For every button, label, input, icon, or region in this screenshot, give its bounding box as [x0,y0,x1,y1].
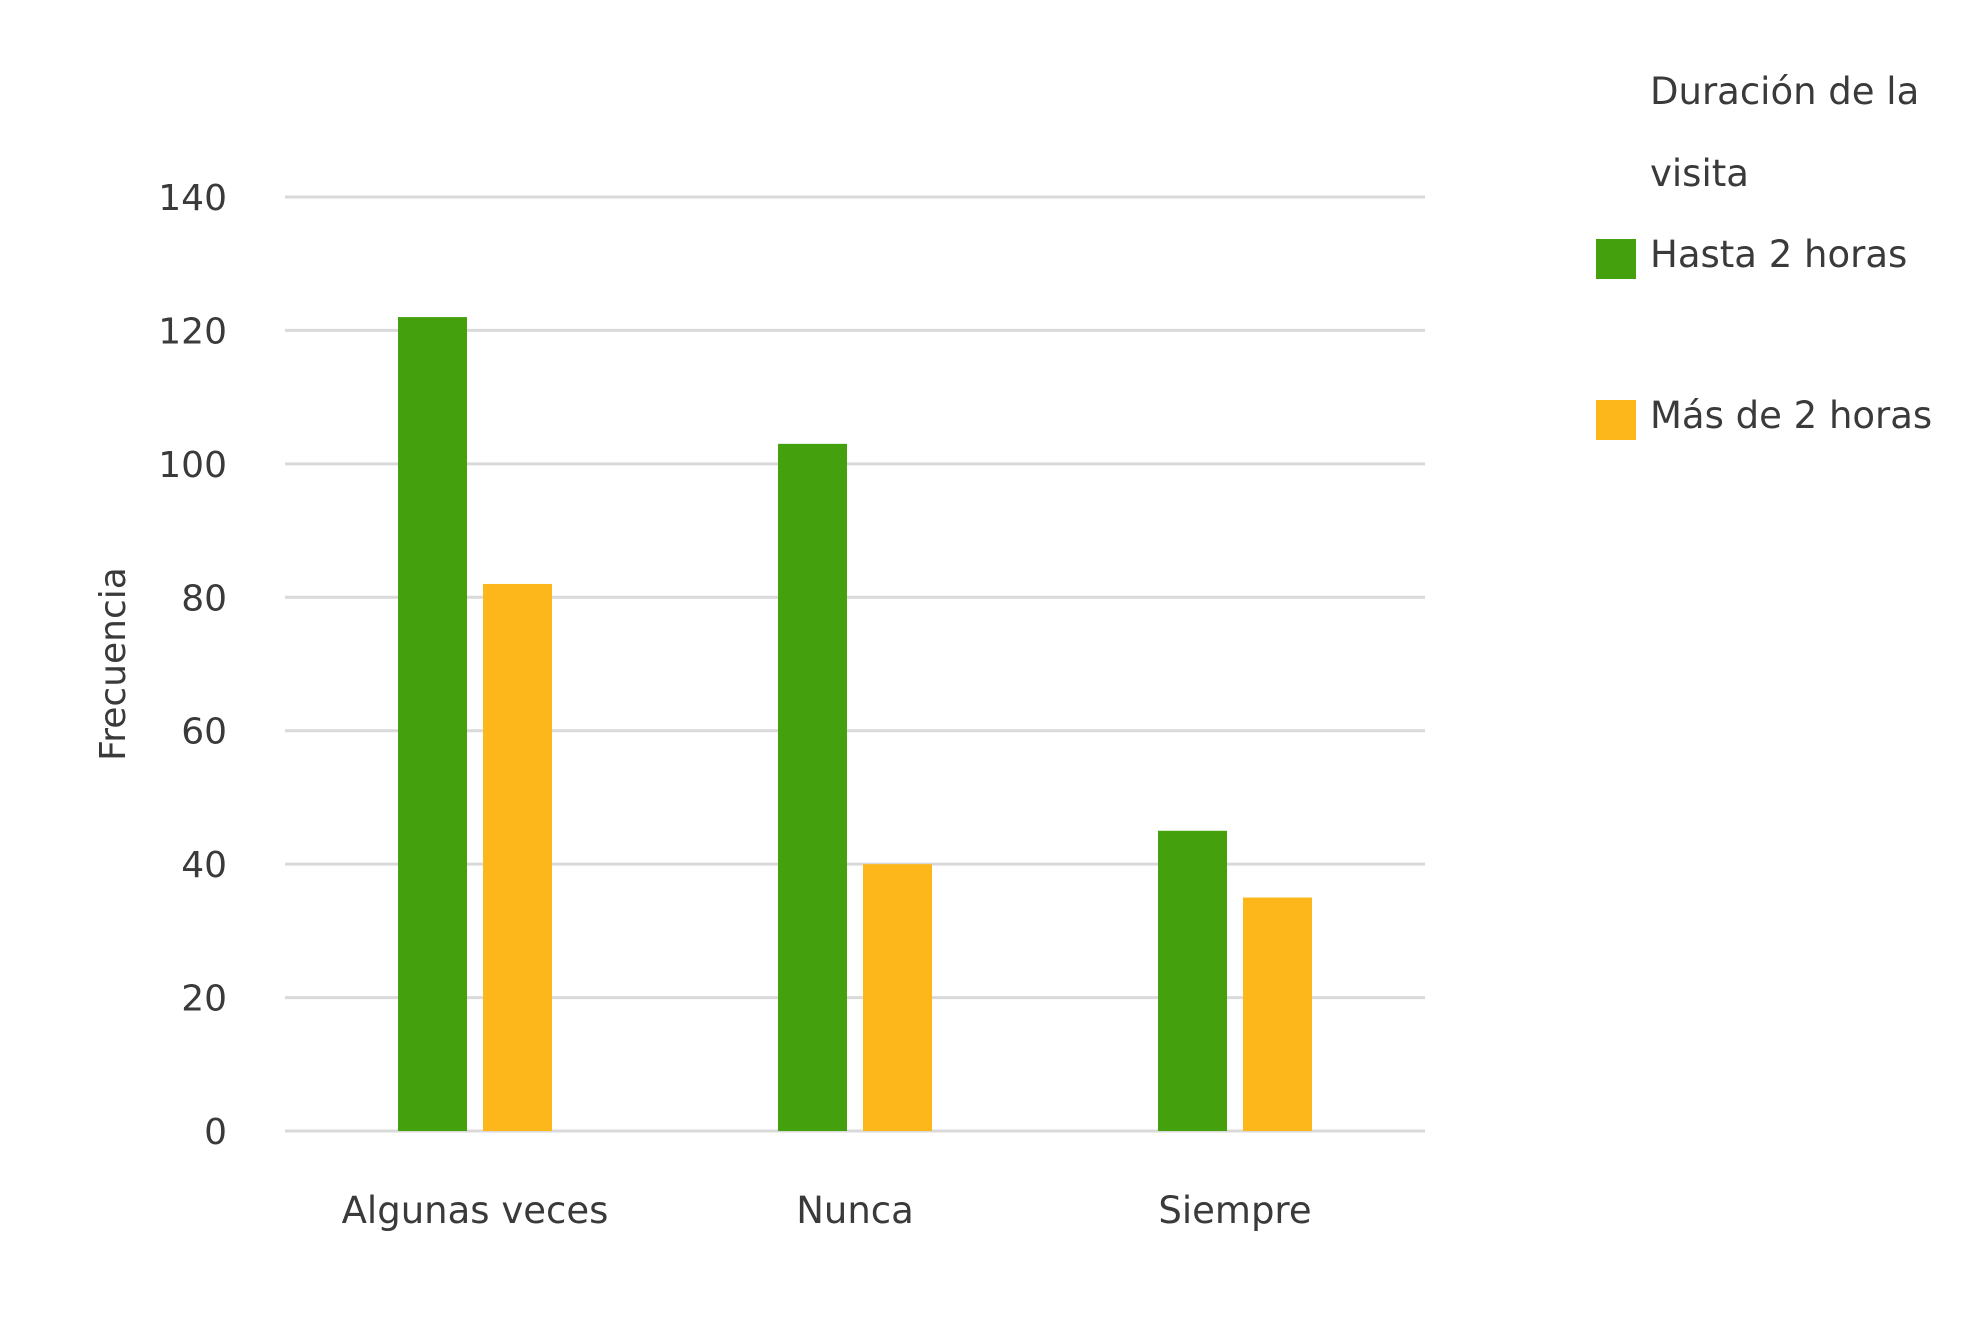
bar-hasta-2-horas-0 [398,317,467,1132]
y-tick-label: 100 [158,445,227,486]
grid [285,195,1425,1133]
bar-hasta-2-horas-1 [778,443,847,1131]
bar-hasta-2-horas-2 [1158,830,1227,1131]
bar-mas-de-2-horas-2 [1243,897,1312,1131]
y-tick-label: 0 [204,1112,227,1153]
bar-mas-de-2-horas-0 [483,583,552,1131]
y-tick-label: 120 [158,311,227,352]
x-category-label: Siempre [1158,1189,1311,1232]
legend-label-hasta-2-horas: Hasta 2 horas [1650,233,1907,276]
legend-swatch-mas-de-2-horas [1596,400,1636,440]
y-tick-label: 40 [181,845,227,886]
legend-title-line1: Duración de la [1650,70,1919,113]
bar-mas-de-2-horas-1 [863,864,932,1131]
legend: Duración de la visita Hasta 2 horas Más d… [1596,70,1932,440]
y-axis-ticks: 0 20 40 60 80 100 120 140 [158,178,227,1153]
y-tick-label: 140 [158,178,227,219]
x-category-label: Algunas veces [342,1189,609,1232]
y-tick-label: 60 [181,712,227,753]
y-tick-label: 80 [181,578,227,619]
bars [398,317,1312,1132]
y-tick-label: 20 [181,979,227,1020]
legend-swatch-hasta-2-horas [1596,239,1636,279]
y-axis-title: Frecuencia [93,567,134,761]
x-category-label: Nunca [796,1189,914,1232]
x-axis-categories: Algunas veces Nunca Siempre [342,1189,1312,1232]
legend-label-mas-de-2-horas: Más de 2 horas [1650,394,1932,437]
legend-title-line2: visita [1650,152,1749,195]
